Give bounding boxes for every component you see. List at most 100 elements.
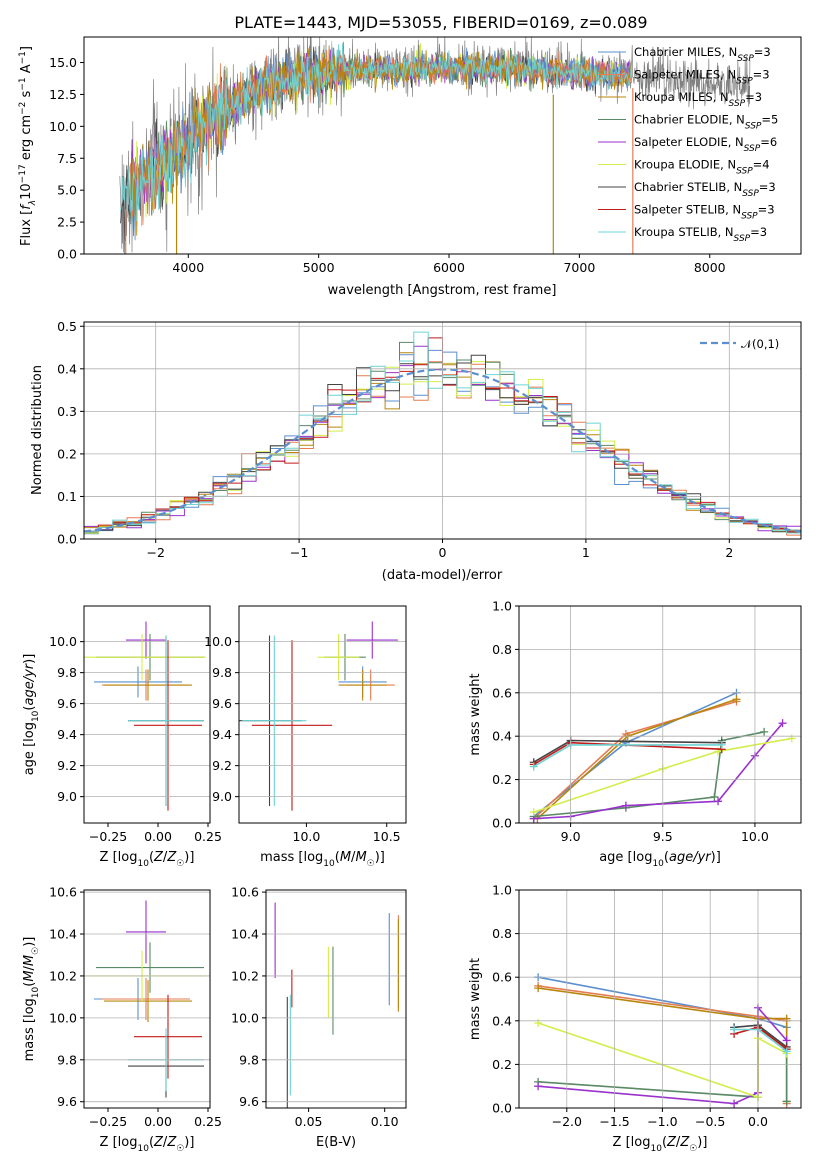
z_weight-xlabel: Z [log10(Z/Z☉)] bbox=[613, 1135, 708, 1154]
z_weight-frame bbox=[518, 889, 802, 1109]
z_weight-xtick-label: −1.5 bbox=[599, 1114, 629, 1129]
z_age-ytick-label: 9.8 bbox=[57, 665, 77, 680]
ebv_mass-frame bbox=[265, 889, 407, 1109]
spectrum-xtick-label: 5000 bbox=[303, 260, 335, 275]
spectrum-ytick-label: 7.5 bbox=[57, 151, 77, 166]
z_age-ytick-label: 9.0 bbox=[57, 789, 77, 804]
z_weight-marker bbox=[730, 1025, 739, 1034]
age_weight-ytick-label: 0.6 bbox=[492, 685, 512, 700]
residuals-grid bbox=[84, 322, 801, 540]
residuals-legend-label: 𝒩(0,1) bbox=[741, 337, 779, 351]
z_mass-ylabel: mass [log10(M/M☉)] bbox=[22, 937, 41, 1062]
age_weight-ytick-label: 0.8 bbox=[492, 642, 512, 657]
z_weight-ytick-label: 0.6 bbox=[492, 970, 512, 985]
ebv_mass-axes: 9.6 9.8 10.0 10.2 10.4 10.6 0.05 0.10 E(B-V) bbox=[231, 885, 407, 1150]
z_mass-ytick-label: 10.4 bbox=[49, 927, 77, 942]
z_age-plot-area bbox=[84, 621, 206, 811]
spectrum-legend: Chabrier MILES, NSSP=3 Salpeter MILES, NS… bbox=[598, 45, 778, 244]
z_weight-marker bbox=[730, 1099, 739, 1108]
spectrum-xtick-label: 8000 bbox=[694, 260, 726, 275]
z_age-ytick-label: 9.2 bbox=[57, 758, 77, 773]
mass_age-ytick-label: 9.2 bbox=[212, 758, 232, 773]
residuals-ytick-label: 0.5 bbox=[57, 319, 77, 334]
spectrum-ytick-label: 5.0 bbox=[57, 183, 77, 198]
z_weight-xtick-label: −0.5 bbox=[695, 1114, 725, 1129]
age_weight-ytick-label: 0.2 bbox=[492, 772, 512, 787]
ebv_mass-ytick-label: 10.0 bbox=[231, 1010, 259, 1025]
legend-label: Kroupa ELODIE, NSSP=4 bbox=[634, 158, 770, 177]
ebv_mass-ytick-label: 10.2 bbox=[231, 968, 259, 983]
z_age-frame bbox=[83, 605, 211, 824]
age_weight-marker bbox=[529, 808, 538, 817]
ebv_mass-xtick-label: 0.10 bbox=[371, 1114, 399, 1129]
z_age-ytick-label: 10.0 bbox=[49, 634, 77, 649]
legend-label: Chabrier ELODIE, NSSP=5 bbox=[634, 113, 778, 132]
spectrum-xtick-label: 6000 bbox=[433, 260, 465, 275]
z_age-xtick-label: 0.00 bbox=[144, 829, 172, 844]
residuals-xtick-label: 2 bbox=[725, 545, 733, 560]
z_age-ytick-label: 9.4 bbox=[57, 727, 77, 742]
z_weight-ytick-label: 1.0 bbox=[492, 883, 512, 898]
z_mass-plot-area bbox=[84, 900, 206, 1098]
spectrum-xtick-label: 4000 bbox=[172, 260, 204, 275]
mass_age-frame bbox=[238, 605, 407, 824]
z_age-axes: 9.0 9.2 9.4 9.6 9.8 10.0 −0.25 0.00 0.25 Z [log10… bbox=[22, 605, 222, 869]
mass_age-ytick-label: 9.6 bbox=[212, 696, 232, 711]
residuals-ytick-label: 0.1 bbox=[57, 489, 77, 504]
residuals-xtick-label: −2 bbox=[146, 545, 164, 560]
spectrum-ytick-label: 0.0 bbox=[57, 247, 77, 262]
z_mass-xtick-label: −0.25 bbox=[89, 1114, 127, 1129]
z_mass-ytick-label: 9.6 bbox=[57, 1094, 77, 1109]
spectrum-axes: 4000 5000 6000 7000 8000 0.0 2.5 5.0 7.5 10.0 12.5… bbox=[18, 36, 802, 298]
age_weight-xtick-label: 10.0 bbox=[741, 829, 769, 844]
age_weight-ytick-label: 0.4 bbox=[492, 729, 512, 744]
age_weight-marker bbox=[760, 727, 769, 736]
mass_age-ytick-label: 10.0 bbox=[204, 634, 232, 649]
z_weight-marker bbox=[782, 1014, 791, 1023]
z_mass-axes: 9.6 9.8 10.0 10.2 10.4 10.6 −0.25 0.00 0.25 Z [lo… bbox=[22, 885, 222, 1154]
z_weight-ylabel: mass weight bbox=[468, 958, 483, 1040]
residuals-xlabel: (data-model)/error bbox=[382, 568, 503, 583]
ebv_mass-xlabel: E(B-V) bbox=[316, 1135, 356, 1150]
residuals-xtick-label: 0 bbox=[439, 545, 447, 560]
z_weight-marker bbox=[782, 1047, 791, 1056]
residuals-axes: −2 −1 0 1 2 0.0 0.1 0.2 0.3 0.4 0.5 (data-model)/er… bbox=[30, 319, 802, 583]
residuals-ytick-label: 0.4 bbox=[57, 361, 77, 376]
ebv_mass-ytick-label: 9.8 bbox=[239, 1052, 259, 1067]
age_weight-marker bbox=[621, 801, 630, 810]
z_mass-frame bbox=[83, 889, 211, 1109]
age_weight-frame bbox=[518, 605, 802, 824]
z_mass-ytick-label: 10.6 bbox=[49, 885, 77, 900]
age_weight-marker bbox=[732, 695, 741, 704]
z_mass-ytick-label: 10.0 bbox=[49, 1010, 77, 1025]
z_weight-marker bbox=[782, 1097, 791, 1106]
mass_age-ytick-label: 9.4 bbox=[212, 727, 232, 742]
spectrum-frame bbox=[83, 36, 802, 255]
spectrum-ytick-label: 2.5 bbox=[57, 215, 77, 230]
z_mass-ytick-label: 10.2 bbox=[49, 968, 77, 983]
age_weight-series-line bbox=[533, 722, 784, 820]
age_weight-marker bbox=[778, 719, 787, 728]
spectrum-xtick-label: 7000 bbox=[563, 260, 595, 275]
ebv_mass-xtick-label: 0.05 bbox=[295, 1114, 323, 1129]
age_weight-ylabel: mass weight bbox=[468, 673, 483, 755]
spectrum-ytick-label: 15.0 bbox=[49, 55, 77, 70]
z_weight-xtick-label: −2.0 bbox=[552, 1114, 582, 1129]
ebv_mass-ytick-label: 9.6 bbox=[239, 1094, 259, 1109]
age_weight-marker bbox=[529, 762, 538, 771]
legend-label: Salpeter MILES, NSSP=3 bbox=[634, 68, 770, 87]
mass_age-xtick-label: 10.0 bbox=[293, 829, 321, 844]
spectrum-model-line bbox=[129, 45, 632, 236]
z_weight-ytick-label: 0.0 bbox=[492, 1101, 512, 1116]
residuals-ytick-label: 0.0 bbox=[57, 532, 77, 547]
residuals-xtick-label: 1 bbox=[582, 545, 590, 560]
z_weight-axes: 0.0 0.2 0.4 0.6 0.8 1.0 −2.0 −1.5 −1.0 −0.5 0.0 Z [… bbox=[468, 883, 802, 1154]
mass_age-axes: 9.0 9.2 9.4 9.6 9.8 10.0 10.0 10.5 mass [log10(M… bbox=[204, 605, 407, 869]
spectrum-ytick-label: 10.0 bbox=[49, 119, 77, 134]
figure-title: PLATE=1443, MJD=53055, FIBERID=0169, z=0… bbox=[234, 13, 647, 32]
age_weight-marker bbox=[710, 792, 719, 801]
z_mass-xtick-label: 0.25 bbox=[194, 1114, 222, 1129]
z_weight-xtick-label: −1.0 bbox=[647, 1114, 677, 1129]
residuals-ytick-label: 0.2 bbox=[57, 446, 77, 461]
